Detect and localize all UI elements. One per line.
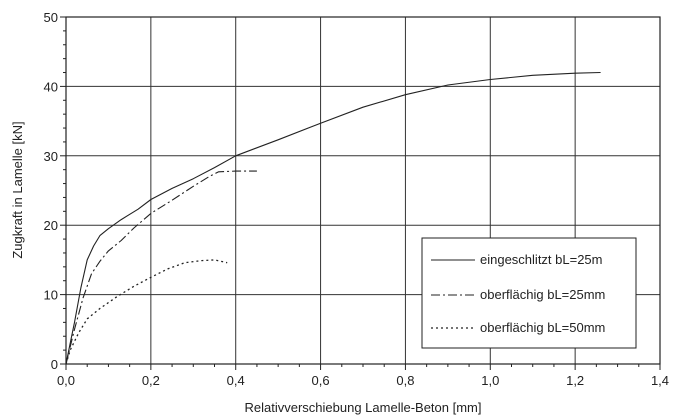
x-tick-label: 0,0 — [57, 373, 75, 388]
y-tick-label: 0 — [51, 357, 58, 372]
legend-label-3: oberflächig bL=50mm — [480, 320, 605, 335]
series-line-1 — [65, 71, 601, 365]
legend-label-1: eingeschlitzt bL=25m — [480, 252, 603, 267]
x-tick-label: 1,2 — [566, 373, 584, 388]
x-tick-label: 0,6 — [312, 373, 330, 388]
y-tick-label: 30 — [44, 149, 58, 164]
x-tick-label: 1,4 — [651, 373, 669, 388]
y-tick-label: 40 — [44, 79, 58, 94]
tick-marks — [60, 16, 661, 370]
y-tick-labels: 0 10 20 30 40 50 — [44, 10, 58, 372]
x-tick-label: 1,0 — [481, 373, 499, 388]
legend-label-2: oberflächig bL=25mm — [480, 287, 605, 302]
grid-lines — [66, 17, 660, 364]
series-layer — [65, 71, 601, 365]
x-tick-label: 0,4 — [227, 373, 245, 388]
y-tick-label: 50 — [44, 10, 58, 25]
series-line-2 — [65, 170, 257, 365]
y-tick-label: 20 — [44, 218, 58, 233]
x-axis-label: Relativverschiebung Lamelle-Beton [mm] — [245, 400, 482, 415]
x-tick-label: 0,2 — [142, 373, 160, 388]
y-axis-label: Zugkraft in Lamelle [kN] — [10, 121, 25, 258]
x-tick-labels: 0,0 0,2 0,4 0,6 0,8 1,0 1,2 1,4 — [57, 373, 669, 388]
y-tick-label: 10 — [44, 288, 58, 303]
legend-box — [421, 237, 637, 349]
x-tick-label: 0,8 — [396, 373, 414, 388]
legend: eingeschlitzt bL=25m oberflächig bL=25mm… — [421, 237, 637, 349]
series-line-3 — [65, 259, 228, 365]
